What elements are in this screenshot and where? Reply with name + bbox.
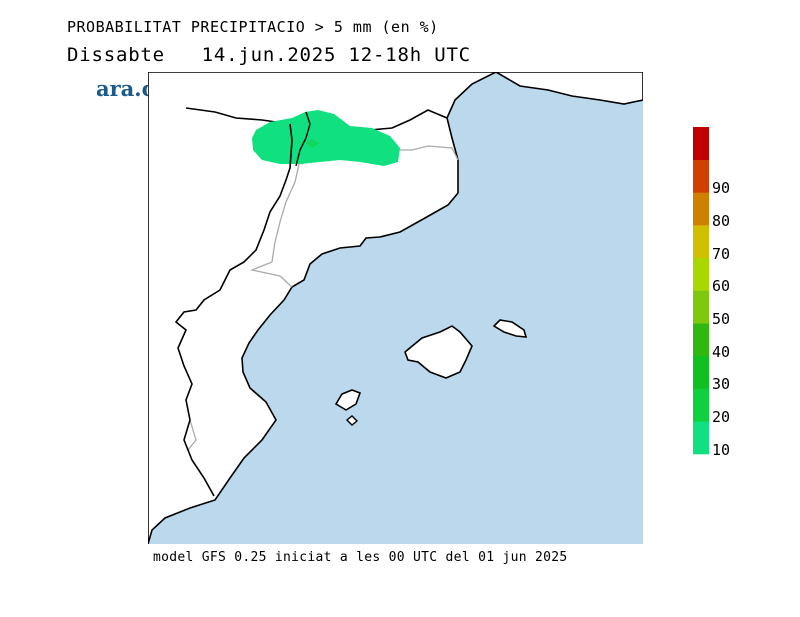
- legend-label: 10: [712, 440, 731, 459]
- land-mainland: [148, 72, 497, 544]
- legend-swatch: [693, 159, 709, 193]
- border-over-precip: [174, 123, 293, 497]
- legend-label: 20: [712, 408, 731, 427]
- legend-swatch: [693, 323, 709, 357]
- legend-swatch: [693, 257, 709, 291]
- precip-area-10pct: [252, 110, 400, 166]
- map-title: PROBABILITAT PRECIPITACIO > 5 mm (en %): [67, 18, 439, 36]
- precip-area-20pct: [304, 139, 320, 148]
- island-mallorca: [404, 325, 473, 379]
- land-north: [494, 72, 643, 105]
- legend-swatch: [693, 127, 709, 160]
- andorra-border: [295, 111, 311, 167]
- legend-swatch: [693, 421, 709, 455]
- legend-label: 80: [712, 211, 731, 230]
- legend-swatch: [693, 225, 709, 259]
- legend-label: 50: [712, 309, 731, 328]
- legend-colorbar: [693, 127, 709, 455]
- legend-swatch: [693, 192, 709, 226]
- legend-label: 90: [712, 179, 731, 198]
- legend-swatch: [693, 355, 709, 389]
- legend-label: 60: [712, 277, 731, 296]
- date-label: 14.jun.2025: [201, 44, 337, 66]
- legend-label: 40: [712, 342, 731, 361]
- legend-swatch: [693, 290, 709, 324]
- island-menorca: [492, 319, 528, 338]
- legend-label: 70: [712, 244, 731, 263]
- island-formentera: [345, 415, 359, 426]
- region-borders: [187, 145, 459, 451]
- map-subtitle: Dissabte 14.jun.2025 12-18h UTC: [67, 44, 471, 66]
- legend-swatch: [693, 388, 709, 422]
- legend-label: 30: [712, 375, 731, 394]
- day-label: Dissabte: [67, 44, 165, 66]
- model-info: model GFS 0.25 iniciat a les 00 UTC del …: [153, 550, 568, 565]
- island-eivissa: [334, 389, 362, 411]
- period-label: 12-18h UTC: [348, 44, 471, 66]
